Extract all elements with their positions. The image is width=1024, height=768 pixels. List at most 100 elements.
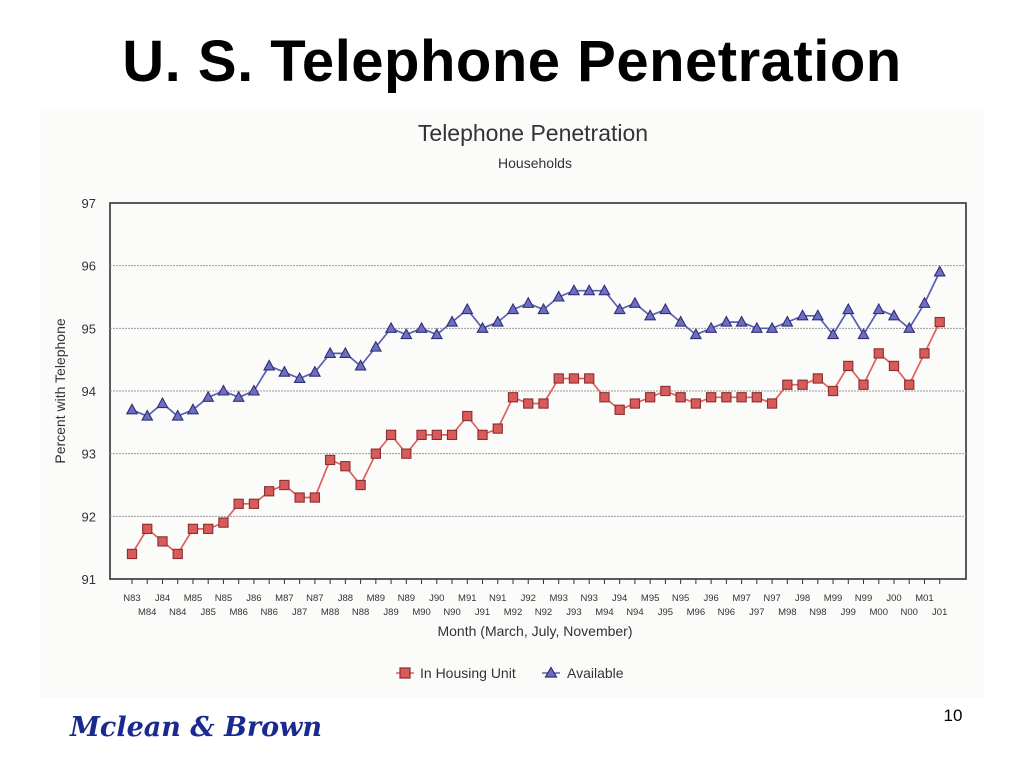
- point-available: [933, 265, 946, 277]
- point-available: [323, 346, 337, 358]
- point-available: [263, 359, 276, 371]
- legend: In Housing Unit Available: [396, 665, 624, 681]
- point-in-housing-unit: [766, 398, 778, 409]
- point-available: [842, 302, 855, 315]
- x-tick-label: N93: [580, 593, 597, 604]
- x-tick-label: M96: [687, 607, 705, 618]
- point-in-housing-unit: [782, 379, 793, 390]
- point-available: [141, 409, 154, 421]
- page-number: 10: [943, 706, 963, 725]
- point-in-housing-unit: [858, 379, 869, 390]
- x-tick-label: N85: [215, 593, 232, 604]
- point-available: [704, 321, 718, 333]
- point-available: [872, 302, 885, 315]
- x-tick-label: J96: [703, 593, 718, 604]
- point-in-housing-unit: [934, 316, 945, 328]
- point-in-housing-unit: [736, 392, 747, 403]
- point-in-housing-unit: [507, 392, 519, 403]
- point-available: [583, 284, 596, 296]
- point-available: [765, 321, 779, 333]
- x-tick-label: J99: [841, 607, 856, 618]
- point-in-housing-unit: [218, 517, 229, 528]
- point-in-housing-unit: [187, 523, 199, 535]
- point-available: [369, 340, 382, 352]
- point-in-housing-unit: [370, 448, 381, 459]
- point-available: [247, 384, 261, 396]
- point-in-housing-unit: [599, 392, 610, 403]
- x-tick-label: N95: [672, 593, 689, 604]
- y-tick-label: 92: [82, 509, 96, 524]
- y-tick-label: 95: [82, 321, 96, 336]
- point-available: [887, 309, 901, 321]
- point-available: [354, 359, 367, 371]
- x-tick-label: M97: [732, 593, 750, 604]
- point-in-housing-unit: [523, 398, 534, 409]
- x-axis-label: Month (March, July, November): [437, 623, 632, 639]
- point-available: [918, 296, 931, 308]
- point-available: [720, 315, 733, 327]
- point-available: [537, 302, 550, 315]
- x-tick-label: M99: [824, 593, 842, 604]
- point-available: [674, 315, 687, 327]
- series-in-housing-unit: [126, 316, 945, 560]
- point-in-housing-unit: [553, 373, 564, 384]
- x-tick-label: N86: [260, 607, 277, 618]
- point-in-housing-unit: [705, 392, 717, 403]
- point-in-housing-unit: [538, 398, 549, 409]
- point-in-housing-unit: [264, 486, 275, 497]
- point-in-housing-unit: [827, 385, 839, 397]
- point-available: [750, 321, 763, 333]
- legend-label-available: Available: [567, 665, 624, 681]
- point-in-housing-unit: [157, 536, 168, 547]
- point-available: [598, 284, 611, 296]
- point-in-housing-unit: [416, 429, 427, 441]
- x-tick-label: J91: [475, 607, 490, 618]
- x-tick-label: J97: [749, 607, 764, 618]
- legend-marker-square: [399, 667, 411, 679]
- point-in-housing-unit: [614, 404, 625, 415]
- x-tick-label: J98: [795, 593, 810, 604]
- y-tick-label: 91: [82, 572, 96, 587]
- point-in-housing-unit: [675, 392, 686, 403]
- point-in-housing-unit: [568, 373, 580, 384]
- point-in-housing-unit: [294, 492, 305, 503]
- point-in-housing-unit: [888, 360, 900, 372]
- point-in-housing-unit: [446, 429, 458, 441]
- point-available: [461, 302, 474, 315]
- point-available: [522, 296, 535, 308]
- x-tick-label: M84: [138, 607, 156, 618]
- x-tick-label: M92: [504, 607, 522, 618]
- x-tick-label: M00: [870, 607, 888, 618]
- point-in-housing-unit: [721, 392, 732, 403]
- point-in-housing-unit: [477, 429, 488, 441]
- x-tick-label: N96: [718, 607, 735, 618]
- point-available: [430, 327, 443, 340]
- x-tick-label: J00: [886, 593, 901, 604]
- point-available: [613, 302, 626, 315]
- x-tick-label: M89: [367, 593, 385, 604]
- x-tick-label: N87: [306, 593, 323, 604]
- chart-title: Telephone Penetration: [418, 120, 648, 146]
- x-tick-label: M01: [915, 593, 933, 604]
- x-tick-label: J93: [566, 607, 581, 618]
- point-in-housing-unit: [309, 492, 321, 503]
- series-layer: [125, 265, 946, 560]
- point-available: [125, 403, 139, 415]
- x-tick-label: M85: [184, 593, 202, 604]
- x-tick-labels: N83 M84 J84 N84 M85 J85 N85 M86 J86 N86 M87 J87 N87 M…: [123, 579, 947, 618]
- point-available: [689, 327, 703, 340]
- x-tick-label: M95: [641, 593, 659, 604]
- point-available: [735, 315, 748, 327]
- point-in-housing-unit: [172, 548, 183, 560]
- point-available: [796, 309, 809, 321]
- chart-subtitle: Households: [498, 155, 572, 171]
- x-tick-label: N83: [123, 593, 140, 604]
- x-tick-label: N97: [763, 593, 780, 604]
- point-in-housing-unit: [904, 379, 915, 390]
- point-available: [171, 409, 184, 421]
- slide-title: U. S. Telephone Penetration: [122, 29, 902, 94]
- point-in-housing-unit: [843, 360, 854, 372]
- y-axis-label: Percent with Telephone: [52, 318, 68, 463]
- x-tick-label: J95: [658, 607, 673, 618]
- series-line-in-housing-unit: [131, 321, 941, 556]
